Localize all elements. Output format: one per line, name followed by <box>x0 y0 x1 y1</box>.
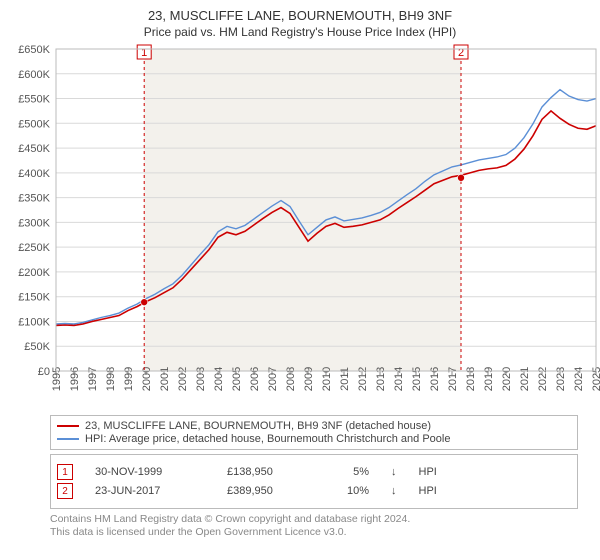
event-price: £389,950 <box>227 485 307 497</box>
svg-text:£600K: £600K <box>18 69 50 81</box>
svg-text:2019: 2019 <box>483 367 495 391</box>
svg-text:2018: 2018 <box>465 367 477 391</box>
svg-text:2014: 2014 <box>393 367 405 391</box>
svg-text:2006: 2006 <box>249 367 261 391</box>
legend-swatch <box>57 438 79 440</box>
svg-text:2000: 2000 <box>141 367 153 391</box>
legend: 23, MUSCLIFFE LANE, BOURNEMOUTH, BH9 3NF… <box>50 415 578 450</box>
event-tag: HPI <box>419 466 437 478</box>
legend-label: 23, MUSCLIFFE LANE, BOURNEMOUTH, BH9 3NF… <box>85 420 431 432</box>
events-table: 1 30-NOV-1999 £138,950 5% ↓ HPI 2 23-JUN… <box>50 454 578 509</box>
event-price: £138,950 <box>227 466 307 478</box>
svg-text:£550K: £550K <box>18 94 50 106</box>
event-badge: 2 <box>57 483 73 499</box>
credits-line1: Contains HM Land Registry data © Crown c… <box>50 513 578 526</box>
svg-text:£150K: £150K <box>18 292 50 304</box>
svg-text:1999: 1999 <box>123 367 135 391</box>
svg-text:£250K: £250K <box>18 242 50 254</box>
svg-text:2010: 2010 <box>321 367 333 391</box>
svg-text:2004: 2004 <box>213 367 225 391</box>
svg-text:2025: 2025 <box>591 367 600 391</box>
svg-text:£50K: £50K <box>24 341 50 353</box>
legend-row: 23, MUSCLIFFE LANE, BOURNEMOUTH, BH9 3NF… <box>57 420 571 432</box>
event-date: 30-NOV-1999 <box>95 466 205 478</box>
svg-text:2015: 2015 <box>411 367 423 391</box>
arrow-down-icon: ↓ <box>391 466 397 478</box>
chart-svg: £0 £50K £100K £150K £200K £250K £300K £350K £400… <box>6 41 600 411</box>
svg-text:1997: 1997 <box>87 367 99 391</box>
legend-row: HPI: Average price, detached house, Bour… <box>57 433 571 445</box>
arrow-down-icon: ↓ <box>391 485 397 497</box>
svg-text:2009: 2009 <box>303 367 315 391</box>
svg-text:£350K: £350K <box>18 193 50 205</box>
event-pct: 10% <box>329 485 369 497</box>
svg-text:2023: 2023 <box>555 367 567 391</box>
event-row: 2 23-JUN-2017 £389,950 10% ↓ HPI <box>57 483 571 499</box>
credits-line2: This data is licensed under the Open Gov… <box>50 526 578 539</box>
svg-text:2003: 2003 <box>195 367 207 391</box>
svg-text:£650K: £650K <box>18 44 50 56</box>
svg-text:£0: £0 <box>38 366 50 378</box>
svg-text:2020: 2020 <box>501 367 513 391</box>
title-sub: Price paid vs. HM Land Registry's House … <box>6 25 594 39</box>
svg-text:1998: 1998 <box>105 367 117 391</box>
svg-text:£400K: £400K <box>18 168 50 180</box>
event-pct: 5% <box>329 466 369 478</box>
legend-label: HPI: Average price, detached house, Bour… <box>85 433 450 445</box>
svg-text:2002: 2002 <box>177 367 189 391</box>
svg-text:2008: 2008 <box>285 367 297 391</box>
svg-text:£450K: £450K <box>18 143 50 155</box>
svg-text:2017: 2017 <box>447 367 459 391</box>
svg-text:2007: 2007 <box>267 367 279 391</box>
svg-text:2022: 2022 <box>537 367 549 391</box>
svg-text:2013: 2013 <box>375 367 387 391</box>
event-row: 1 30-NOV-1999 £138,950 5% ↓ HPI <box>57 464 571 480</box>
title-address: 23, MUSCLIFFE LANE, BOURNEMOUTH, BH9 3NF <box>6 8 594 23</box>
svg-text:£300K: £300K <box>18 217 50 229</box>
svg-text:1995: 1995 <box>51 367 63 391</box>
svg-text:£200K: £200K <box>18 267 50 279</box>
svg-text:2005: 2005 <box>231 367 243 391</box>
svg-text:2024: 2024 <box>573 367 585 391</box>
svg-text:2016: 2016 <box>429 367 441 391</box>
chart-area: £0 £50K £100K £150K £200K £250K £300K £350K £400… <box>6 41 594 411</box>
svg-text:2021: 2021 <box>519 367 531 391</box>
svg-text:2001: 2001 <box>159 367 171 391</box>
event-badge: 1 <box>57 464 73 480</box>
event-date: 23-JUN-2017 <box>95 485 205 497</box>
svg-text:£100K: £100K <box>18 316 50 328</box>
svg-text:1996: 1996 <box>69 367 81 391</box>
svg-text:£500K: £500K <box>18 118 50 130</box>
credits: Contains HM Land Registry data © Crown c… <box>50 513 578 539</box>
svg-text:2012: 2012 <box>357 367 369 391</box>
event-tag: HPI <box>419 485 437 497</box>
legend-swatch <box>57 425 79 427</box>
